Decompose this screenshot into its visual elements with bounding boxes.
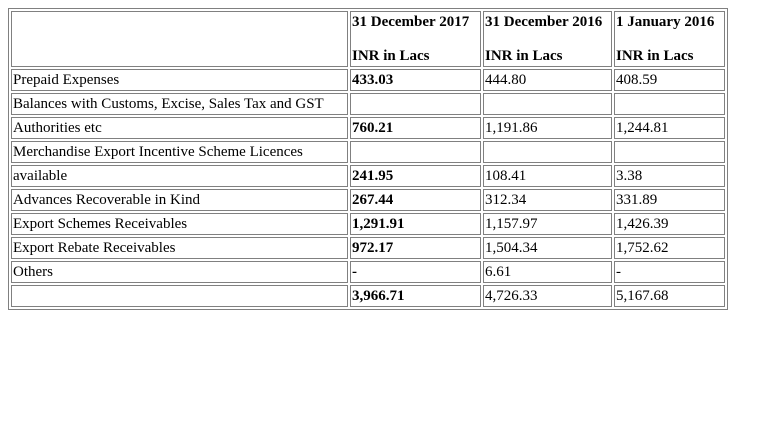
row-label: Merchandise Export Incentive Scheme Lice…: [11, 141, 348, 163]
table-row: Others - 6.61 -: [11, 261, 725, 283]
header-date: 31 December 2017: [352, 14, 470, 30]
header-cell-dec-2016: 31 December 2016 INR in Lacs: [483, 11, 612, 67]
value-dec-2016: [483, 93, 612, 115]
value-2017: 241.95: [350, 165, 481, 187]
value-2017: 267.44: [350, 189, 481, 211]
total-row: 3,966.71 4,726.33 5,167.68: [11, 285, 725, 307]
value-jan-2016: 408.59: [614, 69, 725, 91]
header-date: 31 December 2016: [485, 14, 603, 30]
value-dec-2016: 1,191.86: [483, 117, 612, 139]
total-dec-2016: 4,726.33: [483, 285, 612, 307]
value-dec-2016: [483, 141, 612, 163]
value-2017: 1,291.91: [350, 213, 481, 235]
row-label: Others: [11, 261, 348, 283]
table-row: Prepaid Expenses 433.03 444.80 408.59: [11, 69, 725, 91]
total-jan-2016: 5,167.68: [614, 285, 725, 307]
table-row: Export Schemes Receivables 1,291.91 1,15…: [11, 213, 725, 235]
value-jan-2016: 1,244.81: [614, 117, 725, 139]
value-jan-2016: 1,752.62: [614, 237, 725, 259]
value-2017: -: [350, 261, 481, 283]
table-row: Advances Recoverable in Kind 267.44 312.…: [11, 189, 725, 211]
header-cell-jan-2016: 1 January 2016 INR in Lacs: [614, 11, 725, 67]
value-jan-2016: -: [614, 261, 725, 283]
value-dec-2016: 312.34: [483, 189, 612, 211]
value-jan-2016: 3.38: [614, 165, 725, 187]
table-header-row: 31 December 2017 INR in Lacs 31 December…: [11, 11, 725, 67]
row-label: Prepaid Expenses: [11, 69, 348, 91]
financial-table: 31 December 2017 INR in Lacs 31 December…: [8, 8, 728, 310]
value-jan-2016: [614, 93, 725, 115]
value-dec-2016: 108.41: [483, 165, 612, 187]
header-unit: INR in Lacs: [616, 48, 694, 64]
row-label: Export Schemes Receivables: [11, 213, 348, 235]
header-unit: INR in Lacs: [485, 48, 563, 64]
total-2017: 3,966.71: [350, 285, 481, 307]
header-unit: INR in Lacs: [352, 48, 430, 64]
table-row: Authorities etc 760.21 1,191.86 1,244.81: [11, 117, 725, 139]
row-label: Export Rebate Receivables: [11, 237, 348, 259]
table-row: Export Rebate Receivables 972.17 1,504.3…: [11, 237, 725, 259]
value-dec-2016: 1,504.34: [483, 237, 612, 259]
value-2017: [350, 141, 481, 163]
row-label: [11, 285, 348, 307]
header-cell-2017: 31 December 2017 INR in Lacs: [350, 11, 481, 67]
value-jan-2016: 331.89: [614, 189, 725, 211]
value-dec-2016: 444.80: [483, 69, 612, 91]
table-row: available 241.95 108.41 3.38: [11, 165, 725, 187]
row-label: Advances Recoverable in Kind: [11, 189, 348, 211]
value-jan-2016: 1,426.39: [614, 213, 725, 235]
row-label: Balances with Customs, Excise, Sales Tax…: [11, 93, 348, 115]
value-2017: 760.21: [350, 117, 481, 139]
header-label-cell: [11, 11, 348, 67]
value-dec-2016: 1,157.97: [483, 213, 612, 235]
value-dec-2016: 6.61: [483, 261, 612, 283]
table-row: Merchandise Export Incentive Scheme Lice…: [11, 141, 725, 163]
row-label: Authorities etc: [11, 117, 348, 139]
value-jan-2016: [614, 141, 725, 163]
row-label: available: [11, 165, 348, 187]
table-row: Balances with Customs, Excise, Sales Tax…: [11, 93, 725, 115]
value-2017: 433.03: [350, 69, 481, 91]
value-2017: [350, 93, 481, 115]
value-2017: 972.17: [350, 237, 481, 259]
header-date: 1 January 2016: [616, 14, 715, 30]
